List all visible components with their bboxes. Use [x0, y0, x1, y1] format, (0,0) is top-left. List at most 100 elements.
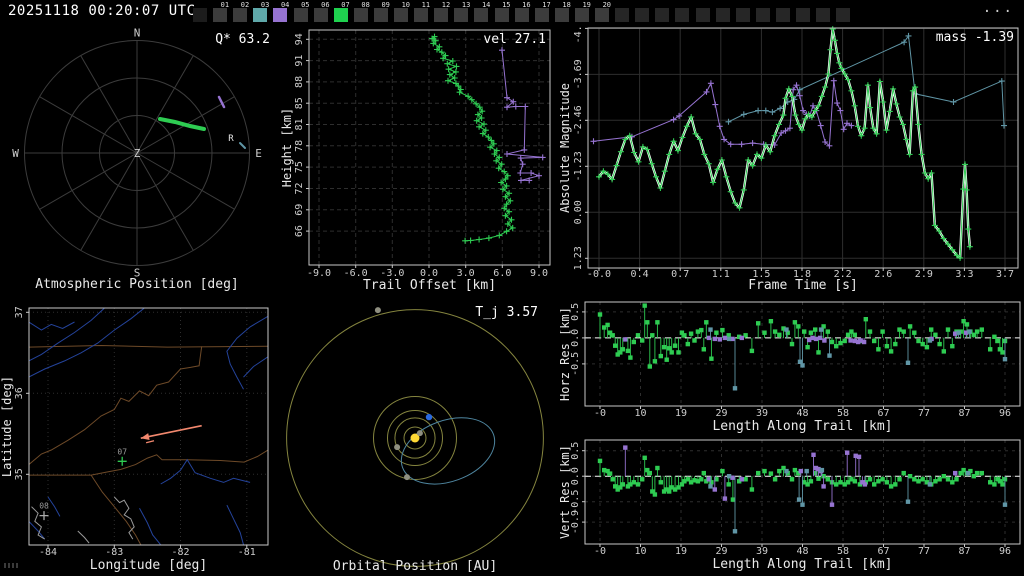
x-tick-label: 29: [715, 546, 727, 557]
radiant-label: R: [228, 134, 234, 144]
series-station-03: [708, 327, 1007, 390]
x-tick-label: -0: [594, 546, 606, 557]
y-axis-title: Height [km]: [280, 108, 294, 187]
station-box-label: 13: [462, 1, 470, 9]
y-tick-label: 75: [294, 161, 305, 173]
x-tick-label: 87: [958, 546, 970, 557]
light-curve-panel: -0.00.40.71.11.51.82.22.62.93.33.7-4.92-…: [560, 25, 1024, 300]
y-tick-label: 85: [294, 97, 305, 109]
station-box-02[interactable]: 02: [233, 8, 247, 22]
y-tick-label: 88: [294, 76, 305, 88]
station-box-08[interactable]: 08: [354, 8, 368, 22]
y-tick-label: 91: [294, 55, 305, 67]
earth-dot: [426, 414, 432, 420]
trail-plot: -9.0-6.0-3.00.03.06.09.09491888581787572…: [280, 25, 560, 300]
y-tick-label: 1.23: [573, 246, 584, 270]
x-tick-label: -9.0: [307, 268, 331, 279]
station-box-15[interactable]: 15: [495, 8, 509, 22]
x-axis-title: Frame Time [s]: [748, 278, 858, 293]
x-tick-label: 96: [999, 408, 1011, 419]
x-tick-label: 3.3: [955, 269, 973, 280]
x-tick-label: 19: [675, 546, 687, 557]
station-box-16[interactable]: 16: [515, 8, 529, 22]
vertical-residuals-panel: -0101929394858677787960.50.0-0.5-0.9Leng…: [560, 438, 1024, 576]
x-axis-title: Longitude [deg]: [90, 558, 207, 573]
venus-dot: [394, 444, 400, 450]
station-box: [816, 8, 830, 22]
station-box-label: 07: [341, 1, 349, 9]
station-box: [655, 8, 669, 22]
y-axis-title: Absolute Magnitude: [560, 83, 572, 213]
x-tick-label: 58: [837, 408, 849, 419]
river-line: [161, 460, 250, 484]
border-line: [91, 475, 141, 545]
station-box-11[interactable]: 11: [414, 8, 428, 22]
station-box-label: 16: [522, 1, 530, 9]
compass-west: W: [12, 147, 19, 160]
station-selector: 01 02 03 04 05 06 07 08 09 10 11 12 13 14 15 16 17 18 19 20: [0, 0, 1024, 25]
station-box-14[interactable]: 14: [474, 8, 488, 22]
station-box-04[interactable]: 04: [273, 8, 287, 22]
mercury-dot: [417, 430, 423, 436]
station-box-03[interactable]: 03: [253, 8, 267, 22]
grid: [588, 28, 1018, 268]
zenith-label: Z: [134, 147, 141, 160]
station-box-09[interactable]: 09: [374, 8, 388, 22]
station-box-10[interactable]: 10: [394, 8, 408, 22]
map-station-label: 08: [39, 502, 49, 511]
y-tick-label: 78: [294, 140, 305, 152]
y-tick-label: 81: [294, 119, 305, 131]
panel-title: Orbital Position [AU]: [333, 559, 497, 574]
station-box-label: 01: [221, 1, 229, 9]
gray-line: [78, 531, 89, 543]
station-box-label: 04: [281, 1, 289, 9]
x-tick-label: 2.9: [915, 269, 933, 280]
station-box-01[interactable]: 01: [213, 8, 227, 22]
station-box-05[interactable]: 05: [294, 8, 308, 22]
x-tick-label: 3.7: [996, 269, 1014, 280]
x-axis-title: Trail Offset [km]: [363, 278, 496, 293]
station-box-20[interactable]: 20: [595, 8, 609, 22]
station-box-07[interactable]: 07: [334, 8, 348, 22]
river-line: [48, 497, 60, 516]
station-box-19[interactable]: 19: [575, 8, 589, 22]
station-box: [716, 8, 730, 22]
jupiter-dot: [375, 307, 381, 313]
x-tick-label: -81: [238, 547, 256, 558]
station-box-17[interactable]: 17: [535, 8, 549, 22]
station-box-label: 15: [502, 1, 510, 9]
station-box-12[interactable]: 12: [434, 8, 448, 22]
mars-dot: [404, 474, 410, 480]
map-features: [29, 308, 268, 545]
station-box-label: 11: [422, 1, 430, 9]
river-line: [244, 357, 269, 377]
y-tick-label: 36: [14, 387, 25, 399]
orbit-plot: T_j 3.57Orbital Position [AU]: [280, 300, 560, 576]
x-tick-label: 2.6: [874, 269, 892, 280]
horz-plot: -0101929394858677787960.50.0-0.5Length A…: [560, 300, 1024, 438]
panel-title: Atmospheric Position [deg]: [35, 277, 239, 292]
y-tick-label: -2.46: [573, 105, 584, 135]
river-line: [29, 308, 105, 361]
x-tick-label: 77: [918, 408, 930, 419]
station-box-label: 09: [381, 1, 389, 9]
station-03-trail: [240, 143, 245, 148]
x-tick-label: 1.1: [712, 269, 730, 280]
axis-ticks: -9.0-6.0-3.00.03.06.09.09491888581787572…: [294, 33, 548, 279]
station-box: [836, 8, 850, 22]
overflow-ellipsis[interactable]: ...: [983, 0, 1014, 16]
ground-track-arrow: [141, 426, 202, 443]
y-tick-label: 72: [294, 182, 305, 194]
horizontal-residuals-panel: -0101929394858677787960.50.0-0.5Length A…: [560, 300, 1024, 438]
x-tick-label: 0.7: [671, 269, 689, 280]
x-tick-label: 87: [958, 408, 970, 419]
station-box-13[interactable]: 13: [454, 8, 468, 22]
x-tick-label: 0.4: [631, 269, 649, 280]
station-box-label: 06: [321, 1, 329, 9]
station-box-18[interactable]: 18: [555, 8, 569, 22]
station-box: [756, 8, 770, 22]
river-line: [29, 521, 45, 539]
corner-stat: mass -1.39: [936, 30, 1014, 45]
river-line: [227, 505, 244, 545]
station-box-06[interactable]: 06: [314, 8, 328, 22]
